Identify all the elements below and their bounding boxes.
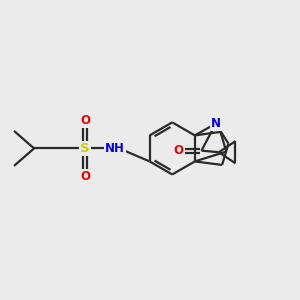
Text: O: O [80, 170, 90, 183]
Text: N: N [211, 117, 221, 130]
Text: O: O [174, 144, 184, 157]
Text: NH: NH [105, 142, 125, 155]
Text: S: S [80, 142, 90, 155]
Text: O: O [80, 114, 90, 127]
